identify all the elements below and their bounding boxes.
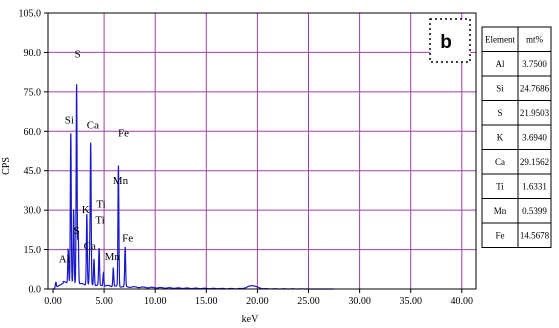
axes bbox=[44, 12, 477, 293]
table-cell-value: 29.1562 bbox=[520, 157, 549, 167]
peak-label: S bbox=[74, 49, 80, 61]
peak-label: Al bbox=[59, 254, 70, 266]
y-tick-label: 105.0 bbox=[19, 9, 42, 20]
y-axis-label: CPS bbox=[1, 157, 12, 175]
x-axis-label: keV bbox=[242, 314, 259, 325]
peak-label: S bbox=[73, 225, 79, 237]
x-tick-label: 15.00 bbox=[195, 296, 218, 307]
panel-label-box bbox=[429, 18, 471, 63]
table-cell-value: 3.6940 bbox=[522, 132, 547, 142]
table-cell-value: 24.7686 bbox=[520, 83, 550, 93]
y-tick-label: 45.0 bbox=[24, 166, 42, 177]
table-cell-value: 0.5399 bbox=[522, 206, 547, 216]
table-cell-value: 21.9503 bbox=[520, 108, 550, 118]
x-tick-label: 20.00 bbox=[246, 296, 269, 307]
table-cell-element: Al bbox=[496, 59, 505, 69]
x-tick-label: 40.00 bbox=[451, 296, 474, 307]
table-cell-value: 3.7500 bbox=[522, 59, 547, 69]
table-cell-element: Ti bbox=[496, 181, 504, 191]
y-tick-label: 0.0 bbox=[29, 285, 42, 296]
peak-label: Mn bbox=[105, 251, 121, 263]
peak-label: Ti bbox=[95, 214, 104, 226]
table-cell-element: S bbox=[497, 108, 502, 118]
x-tick-label: 5.00 bbox=[95, 296, 113, 307]
x-tick-label: 35.00 bbox=[399, 296, 422, 307]
y-tick-label: 30.0 bbox=[24, 206, 42, 217]
table-header-cell: Element bbox=[485, 34, 515, 44]
table-cell-element: Ca bbox=[495, 157, 505, 167]
panel-label: b bbox=[440, 32, 452, 53]
table-cell-element: Si bbox=[496, 83, 504, 93]
y-tick-label: 90.0 bbox=[24, 48, 42, 59]
peak-label: Ca bbox=[84, 241, 96, 253]
table-cell-element: K bbox=[497, 132, 504, 142]
table-cell-value: 14.5678 bbox=[520, 230, 550, 240]
table-border bbox=[481, 26, 552, 248]
y-tick-label: 60.0 bbox=[24, 127, 42, 138]
tick-labels: 0.00 5.00 10.00 15.00 20.00 25.00 30.00 35.00 40… bbox=[19, 9, 474, 308]
table-cell-element: Fe bbox=[496, 230, 505, 240]
table-cell-value: 1.6331 bbox=[522, 181, 547, 191]
peak-label: Ca bbox=[87, 120, 99, 132]
plot-frame bbox=[47, 12, 477, 290]
y-tick-label: 15.0 bbox=[24, 245, 42, 256]
x-tick-label: 0.00 bbox=[44, 296, 62, 307]
grid bbox=[48, 12, 476, 289]
peak-label: Si bbox=[65, 114, 74, 126]
peak-label: Fe bbox=[122, 233, 133, 245]
x-tick-label: 10.00 bbox=[144, 296, 167, 307]
peak-label: Ti bbox=[96, 199, 105, 211]
peak-label: Fe bbox=[118, 128, 129, 140]
composition-table: Element mt% Al 3.7500 Si 24.7686 S 21.9503 K 3.69… bbox=[481, 26, 552, 248]
x-tick-label: 30.00 bbox=[348, 296, 371, 307]
peak-label: Mn bbox=[113, 175, 129, 187]
table-cell-element: Mn bbox=[494, 206, 507, 216]
table-header-cell: mt% bbox=[526, 34, 544, 44]
x-tick-label: 25.00 bbox=[297, 296, 320, 307]
peak-label: K bbox=[82, 204, 90, 216]
y-tick-label: 75.0 bbox=[24, 87, 42, 98]
